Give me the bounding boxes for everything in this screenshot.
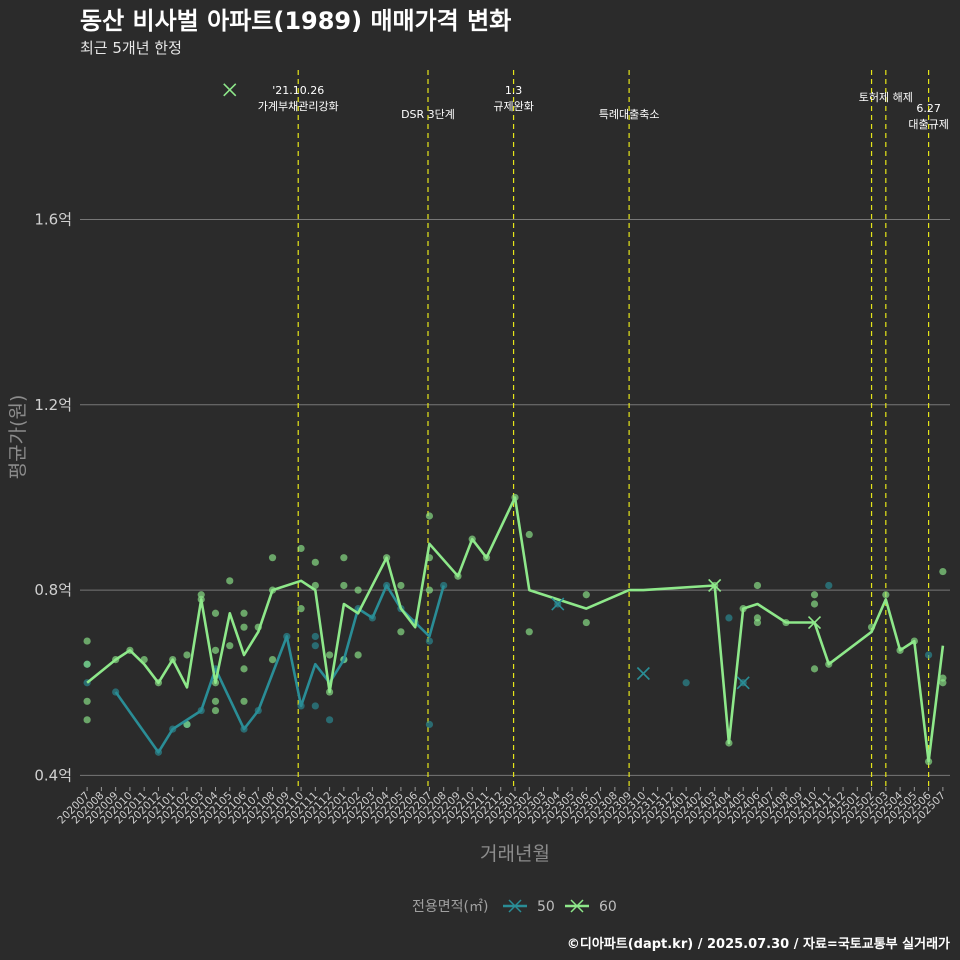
point-60-37 xyxy=(354,586,362,594)
point-60-69 xyxy=(939,567,947,576)
point-50-26 xyxy=(682,679,690,687)
point-60-62 xyxy=(810,665,819,673)
point-60-19 xyxy=(226,642,234,650)
event-label-2-0: 1.3 xyxy=(505,84,523,97)
legend-item-60: 60 xyxy=(565,899,617,915)
point-60-2 xyxy=(83,697,91,705)
point-60-58 xyxy=(753,618,762,627)
point-60-14 xyxy=(211,646,220,654)
point-60-16 xyxy=(211,697,220,705)
event-label-2-1: 규제완화 xyxy=(493,100,533,113)
point-60-9 xyxy=(183,651,191,659)
marker-60-1-b xyxy=(708,578,722,593)
point-60-18 xyxy=(226,577,234,585)
legend: 전용면적(㎡) 50 60 xyxy=(412,899,617,915)
legend-label-50: 50 xyxy=(537,899,555,915)
chart-title: 동산 비사벌 아파트(1989) 매매가격 변화 xyxy=(80,7,511,35)
point-50-23 xyxy=(425,720,434,729)
point-60-17 xyxy=(211,706,220,715)
point-60-13 xyxy=(211,609,220,617)
point-60-44 xyxy=(425,586,434,594)
event-label-3-0: 특례대출축소 xyxy=(599,108,660,121)
point-60-1 xyxy=(83,660,91,668)
point-50-12 xyxy=(311,632,319,641)
point-60-61 xyxy=(810,600,819,608)
marker-60-2-b xyxy=(807,615,822,630)
point-60-20 xyxy=(240,609,248,617)
marker-60-0-b xyxy=(223,83,237,97)
event-label-5-0: 토허제 해제 xyxy=(859,90,913,104)
point-50-29 xyxy=(825,581,833,590)
y-axis-title: 평균가(원) xyxy=(7,395,29,480)
legend-key-x-60b xyxy=(570,899,584,913)
point-50-13 xyxy=(311,642,319,650)
point-60-10 xyxy=(183,720,191,729)
legend-key-x-50b xyxy=(508,899,522,913)
marker-50-2-b xyxy=(736,676,750,690)
chart-subtitle: 최근 5개년 한정 xyxy=(80,39,182,57)
point-60-51 xyxy=(582,591,590,599)
point-60-60 xyxy=(810,591,819,599)
event-label-6-1: 대출규제 xyxy=(908,118,948,131)
x-axis-title: 거래년월 xyxy=(480,843,550,865)
marker-50-0-b xyxy=(551,597,565,611)
point-60-40 xyxy=(397,581,405,590)
point-60-65 xyxy=(882,591,890,599)
point-60-22 xyxy=(240,665,248,673)
legend-item-50: 50 xyxy=(503,899,555,915)
legend-title: 전용면적(㎡) xyxy=(412,899,488,915)
point-60-23 xyxy=(240,697,248,705)
point-60-42 xyxy=(425,512,434,520)
series-line-50 xyxy=(114,584,445,754)
marker-50-1-b xyxy=(636,666,650,681)
caption: ©디아파트(dapt.kr) / 2025.07.30 / 자료=국토교통부 실… xyxy=(567,936,950,952)
point-50-15 xyxy=(325,716,334,724)
series-line-60 xyxy=(86,496,945,763)
point-50-27 xyxy=(725,614,733,622)
legend-label-60: 60 xyxy=(599,899,617,915)
point-60-30 xyxy=(311,558,319,566)
point-60-29 xyxy=(297,605,305,613)
x-axis-ticks: 2020072020082020092020102020112020122021… xyxy=(55,787,948,826)
point-50-14 xyxy=(311,702,319,710)
y-tick-label-2: 1.2억 xyxy=(34,396,72,414)
point-60-28 xyxy=(297,544,305,553)
y-tick-label-1: 0.8억 xyxy=(34,581,72,599)
point-60-34 xyxy=(340,554,348,562)
point-60-50 xyxy=(525,628,533,636)
point-50-30 xyxy=(925,651,933,659)
y-axis-ticks: 0.4억 0.8억 1.2억 1.6억 xyxy=(34,211,72,785)
point-60-35 xyxy=(340,581,348,590)
event-label-6-0: 6.27 xyxy=(916,102,941,115)
point-60-52 xyxy=(582,618,590,627)
event-label-0-0: '21.10.26 xyxy=(272,84,324,97)
y-tick-label-0: 0.4억 xyxy=(34,766,72,784)
point-60-31 xyxy=(311,581,319,590)
point-60-21 xyxy=(240,623,248,631)
point-60-38 xyxy=(354,651,362,659)
point-60-25 xyxy=(268,554,277,562)
point-60-71 xyxy=(939,679,947,687)
point-60-49 xyxy=(525,530,533,539)
series-markers xyxy=(223,83,822,690)
event-label-1-0: DSR 3단계 xyxy=(401,108,455,121)
point-60-32 xyxy=(325,651,334,659)
point-50-22 xyxy=(425,637,434,645)
series-lines xyxy=(86,496,945,763)
point-60-3 xyxy=(83,716,91,724)
point-60-41 xyxy=(397,628,405,636)
event-label-0-1: 가계부채관리강화 xyxy=(258,100,339,113)
point-60-27 xyxy=(268,656,277,664)
point-60-56 xyxy=(753,581,762,590)
gridlines xyxy=(80,219,950,776)
y-tick-label-3: 1.6억 xyxy=(34,211,72,229)
point-60-0 xyxy=(83,637,91,645)
